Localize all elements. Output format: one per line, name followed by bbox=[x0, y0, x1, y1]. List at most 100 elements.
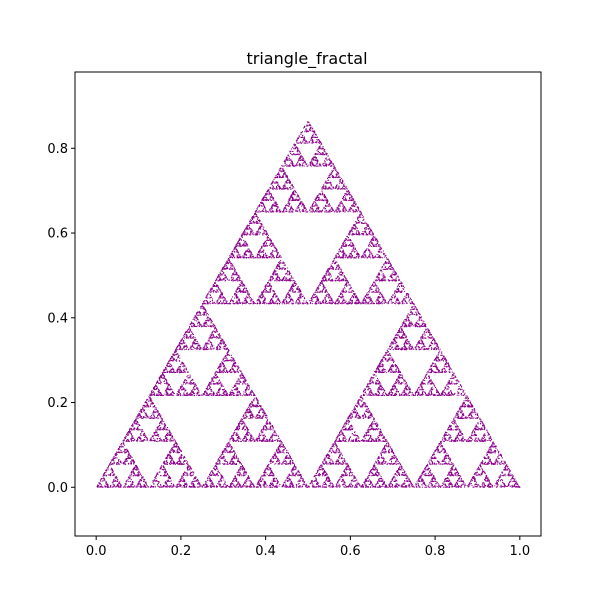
scatter-point bbox=[287, 205, 289, 207]
scatter-point bbox=[345, 467, 347, 469]
scatter-point bbox=[225, 263, 227, 265]
scatter-point bbox=[469, 436, 471, 438]
scatter-point bbox=[142, 430, 144, 432]
scatter-point bbox=[366, 434, 368, 436]
scatter-point bbox=[368, 245, 370, 247]
scatter-point bbox=[296, 301, 298, 303]
scatter-point bbox=[204, 348, 206, 350]
scatter-point bbox=[139, 411, 141, 413]
scatter-point bbox=[220, 455, 222, 457]
scatter-point bbox=[364, 417, 366, 419]
scatter-point bbox=[419, 384, 421, 386]
scatter-point bbox=[351, 479, 353, 481]
scatter-point bbox=[428, 471, 430, 473]
scatter-point bbox=[262, 408, 264, 410]
scatter-point bbox=[309, 303, 311, 305]
scatter-point bbox=[275, 201, 277, 203]
scatter-point bbox=[344, 300, 346, 302]
scatter-point bbox=[313, 210, 315, 212]
scatter-point bbox=[308, 124, 310, 126]
scatter-point bbox=[371, 394, 373, 396]
scatter-point bbox=[393, 360, 395, 362]
scatter-point bbox=[387, 393, 389, 395]
scatter-point bbox=[396, 470, 398, 472]
scatter-point bbox=[367, 480, 369, 482]
scatter-point bbox=[207, 486, 209, 488]
scatter-point bbox=[303, 136, 305, 138]
scatter-point bbox=[349, 233, 351, 235]
scatter-point bbox=[451, 380, 453, 382]
scatter-point bbox=[312, 210, 314, 212]
scatter-point bbox=[334, 167, 336, 169]
scatter-point bbox=[221, 371, 223, 373]
scatter-point bbox=[206, 343, 208, 345]
scatter-point bbox=[452, 474, 454, 476]
scatter-point bbox=[342, 429, 344, 431]
scatter-point bbox=[260, 210, 262, 212]
scatter-point bbox=[283, 279, 285, 281]
scatter-point bbox=[310, 139, 312, 141]
scatter-point bbox=[147, 406, 149, 408]
scatter-point bbox=[450, 469, 452, 471]
scatter-point bbox=[449, 485, 451, 487]
scatter-point bbox=[161, 465, 163, 467]
scatter-point bbox=[259, 302, 261, 304]
scatter-point bbox=[192, 485, 194, 487]
scatter-point bbox=[467, 405, 469, 407]
scatter-point bbox=[299, 158, 301, 160]
scatter-point bbox=[396, 288, 398, 290]
scatter-point bbox=[397, 460, 399, 462]
scatter-point bbox=[384, 354, 386, 356]
scatter-point bbox=[301, 205, 303, 207]
scatter-point bbox=[267, 191, 269, 193]
scatter-point bbox=[381, 300, 383, 302]
scatter-point bbox=[143, 433, 145, 435]
scatter-point bbox=[465, 417, 467, 419]
scatter-point bbox=[245, 410, 247, 412]
scatter-point bbox=[370, 298, 372, 300]
scatter-point bbox=[135, 417, 137, 419]
scatter-point bbox=[285, 456, 287, 458]
scatter-point bbox=[334, 443, 336, 445]
scatter-point bbox=[351, 290, 353, 292]
scatter-point bbox=[389, 463, 391, 465]
scatter-point bbox=[275, 480, 277, 482]
scatter-point bbox=[461, 416, 463, 418]
scatter-point bbox=[325, 463, 327, 465]
scatter-point bbox=[463, 485, 465, 487]
scatter-point bbox=[343, 250, 345, 252]
scatter-point bbox=[274, 246, 276, 248]
scatter-point bbox=[345, 290, 347, 292]
scatter-point bbox=[260, 476, 262, 478]
scatter-point bbox=[432, 370, 434, 372]
scatter-point bbox=[379, 293, 381, 295]
scatter-point bbox=[223, 369, 225, 371]
scatter-point bbox=[225, 463, 227, 465]
scatter-point bbox=[400, 383, 402, 385]
scatter-point bbox=[361, 234, 363, 236]
scatter-point bbox=[219, 368, 221, 370]
scatter-point bbox=[117, 462, 119, 464]
scatter-point bbox=[289, 164, 291, 166]
scatter-point bbox=[277, 481, 279, 483]
scatter-point bbox=[268, 188, 270, 190]
scatter-point bbox=[330, 463, 332, 465]
scatter-point bbox=[113, 460, 115, 462]
scatter-point bbox=[289, 463, 291, 465]
scatter-point bbox=[245, 433, 247, 435]
scatter-point bbox=[475, 437, 477, 439]
scatter-point bbox=[338, 249, 340, 251]
scatter-point bbox=[355, 250, 357, 252]
scatter-point bbox=[232, 280, 234, 282]
scatter-point bbox=[295, 190, 297, 192]
scatter-point bbox=[495, 460, 497, 462]
scatter-point bbox=[176, 463, 178, 464]
scatter-point bbox=[495, 448, 497, 450]
scatter-point bbox=[247, 290, 249, 292]
scatter-point bbox=[275, 455, 277, 457]
scatter-point bbox=[184, 390, 186, 392]
scatter-point bbox=[373, 486, 375, 488]
scatter-point bbox=[365, 410, 367, 412]
scatter-point bbox=[227, 303, 229, 305]
scatter-point bbox=[336, 177, 338, 179]
